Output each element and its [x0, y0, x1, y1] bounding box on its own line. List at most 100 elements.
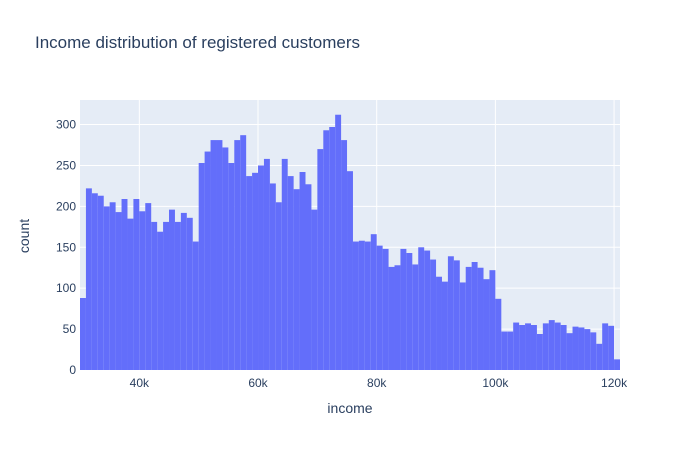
histogram-bar — [412, 264, 419, 370]
histogram-bar — [287, 176, 294, 370]
histogram-bar — [441, 281, 448, 370]
y-tick-label: 0 — [69, 363, 76, 377]
histogram-bar — [495, 298, 502, 370]
histogram-bar — [453, 260, 460, 370]
histogram-bar — [80, 298, 86, 370]
histogram-bar — [424, 250, 431, 370]
histogram-bar — [572, 326, 579, 370]
tick-labels: 0 50 100 150 200 250 300 40k 60k 80k 100k 120k — [56, 118, 628, 390]
y-tick-label: 250 — [56, 158, 76, 172]
histogram-bar — [341, 140, 348, 370]
histogram-bar — [501, 331, 508, 370]
histogram-bar — [329, 127, 336, 370]
histogram-bar — [370, 234, 377, 370]
histogram-bar — [210, 140, 217, 370]
histogram-bar — [246, 176, 253, 370]
histogram-bar — [477, 267, 484, 370]
histogram-bar — [151, 221, 158, 370]
histogram-bar — [269, 183, 276, 370]
histogram-bar — [519, 325, 526, 370]
histogram-bar — [525, 323, 531, 370]
histogram-bar — [578, 327, 585, 370]
histogram-bar — [352, 241, 359, 370]
histogram-bar — [91, 193, 98, 370]
histogram-bar — [560, 325, 567, 370]
histogram-bar — [139, 211, 146, 370]
histogram-bar — [536, 334, 543, 370]
histogram-bar — [459, 282, 466, 370]
histogram-bar — [252, 172, 259, 370]
histogram-bar — [299, 172, 306, 370]
histogram-bar — [281, 158, 288, 370]
histogram-bar — [406, 253, 413, 370]
histogram-bar — [180, 212, 187, 370]
histogram-bar — [436, 276, 442, 370]
x-tick-label: 80k — [367, 376, 387, 390]
histogram-bar — [507, 331, 514, 370]
histogram-bar — [216, 140, 223, 370]
histogram-bar — [293, 189, 300, 370]
histogram-bar — [382, 248, 389, 370]
histogram-bar — [584, 329, 591, 370]
histogram-bar — [174, 221, 181, 370]
histogram-bar — [169, 209, 175, 370]
y-tick-label: 100 — [56, 281, 76, 295]
histogram-bar — [133, 199, 140, 370]
histogram-bar — [109, 202, 116, 370]
x-tick-label: 40k — [130, 376, 150, 390]
histogram-bar — [198, 163, 205, 370]
histogram-bar — [430, 259, 437, 370]
histogram-bar — [566, 333, 573, 370]
histogram-bar — [317, 149, 324, 370]
histogram-bar — [400, 248, 407, 370]
histogram-bar — [376, 245, 383, 370]
histogram-bar — [115, 212, 122, 370]
histogram-bar — [554, 322, 561, 370]
histogram-bar — [542, 323, 549, 370]
histogram-bar — [145, 203, 152, 370]
histogram-bar — [97, 195, 104, 370]
histogram-bar — [590, 332, 597, 370]
histogram-bar — [602, 323, 609, 370]
histogram-bar — [465, 266, 472, 370]
histogram-bar — [530, 325, 537, 370]
histogram-bar — [228, 163, 235, 370]
histogram-bar — [483, 279, 490, 370]
histogram-bar — [447, 256, 454, 370]
histogram-bar — [548, 320, 555, 370]
histogram-bar — [347, 171, 353, 370]
histogram-bar — [418, 247, 425, 370]
histogram-bar — [364, 241, 371, 370]
histogram-bar — [471, 262, 478, 370]
x-tick-label: 120k — [601, 376, 628, 390]
y-tick-label: 50 — [63, 322, 77, 336]
histogram-bar — [192, 241, 199, 370]
histogram-bar — [85, 188, 92, 370]
x-axis-label: income — [327, 400, 373, 416]
y-tick-label: 300 — [56, 118, 76, 132]
histogram-bar — [127, 218, 134, 370]
histogram-bar — [204, 151, 211, 370]
histogram-bar — [275, 202, 282, 370]
bars — [80, 114, 620, 371]
histogram-bar — [489, 270, 496, 370]
x-tick-label: 60k — [248, 376, 268, 390]
y-tick-label: 150 — [56, 240, 76, 254]
histogram-bar — [323, 130, 330, 370]
histogram-bar — [614, 359, 620, 370]
histogram-bar — [335, 114, 342, 371]
histogram-bar — [358, 240, 365, 370]
histogram-bar — [513, 322, 520, 370]
histogram-bar — [240, 135, 247, 370]
histogram-bar — [258, 165, 264, 370]
histogram-bar — [157, 231, 164, 370]
histogram-bar — [234, 140, 241, 370]
histogram-bar — [263, 158, 270, 370]
histogram-bar — [394, 265, 401, 370]
histogram-bar — [608, 325, 615, 370]
histogram-bar — [222, 147, 229, 370]
histogram-bar — [121, 199, 128, 370]
histogram-bar — [388, 266, 395, 370]
chart-title: Income distribution of registered custom… — [35, 33, 361, 52]
